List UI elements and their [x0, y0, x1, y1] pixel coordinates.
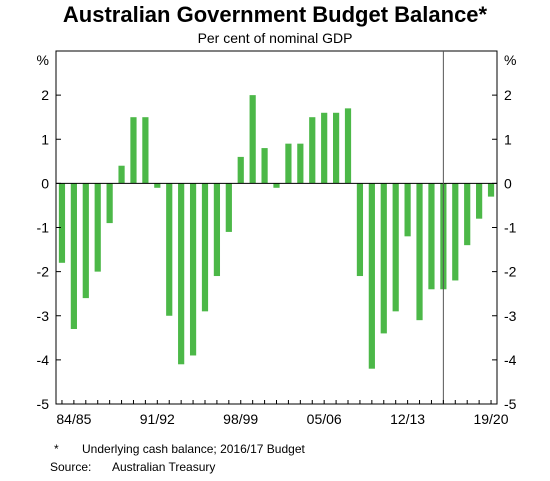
chart-subtitle: Per cent of nominal GDP — [197, 30, 353, 46]
bar — [249, 95, 256, 184]
footnote-text: Underlying cash balance; 2016/17 Budget — [82, 442, 305, 456]
chart-notes: * Underlying cash balance; 2016/17 Budge… — [50, 440, 305, 476]
bar — [321, 112, 328, 184]
y-tick-label-left: 1 — [41, 131, 49, 147]
bar — [356, 183, 364, 277]
bar — [178, 183, 185, 365]
y-tick-label-left: -2 — [37, 264, 50, 280]
bar — [392, 183, 399, 312]
y-unit-right: % — [504, 52, 516, 68]
chart-title: Australian Government Budget Balance* — [62, 2, 488, 27]
bar — [106, 183, 113, 224]
bar — [285, 143, 292, 184]
y-tick-label-left: -4 — [37, 352, 50, 368]
bar — [368, 183, 375, 369]
x-tick-label: 84/85 — [56, 411, 91, 427]
y-tick-label-right: 2 — [504, 87, 512, 103]
bar — [189, 183, 197, 356]
y-unit-left: % — [37, 52, 49, 68]
y-tick-label-left: -5 — [37, 396, 50, 412]
bar — [58, 183, 66, 263]
y-tick-label-right: 0 — [504, 175, 512, 191]
bar — [201, 183, 209, 312]
bar — [237, 156, 244, 184]
y-tick-label-left: -3 — [37, 308, 50, 324]
bar — [130, 117, 137, 184]
x-tick-label: 91/92 — [140, 411, 175, 427]
x-tick-label: 98/99 — [223, 411, 258, 427]
y-tick-label-right: -4 — [504, 352, 517, 368]
bar — [344, 108, 352, 184]
x-tick-label: 19/20 — [473, 411, 508, 427]
footnote-mark: * — [54, 442, 59, 456]
bar — [273, 183, 280, 188]
y-tick-label-right: -1 — [504, 220, 517, 236]
bar — [70, 183, 77, 329]
bar — [333, 112, 340, 184]
bar — [309, 117, 316, 184]
bar — [297, 143, 304, 184]
y-tick-label-right: -2 — [504, 264, 517, 280]
bar — [404, 183, 411, 237]
footnote: * Underlying cash balance; 2016/17 Budge… — [50, 440, 305, 458]
bar — [261, 148, 268, 184]
source-label: Source: — [50, 460, 92, 474]
bar — [380, 183, 387, 334]
bar — [142, 117, 149, 184]
bar — [416, 183, 423, 321]
bar — [452, 183, 459, 281]
y-tick-label-left: -1 — [37, 220, 50, 236]
bar — [213, 183, 221, 277]
bar — [464, 183, 471, 246]
x-tick-label: 05/06 — [307, 411, 342, 427]
y-tick-label-right: -3 — [504, 308, 517, 324]
bar — [94, 183, 101, 272]
bar — [487, 183, 495, 197]
bar — [118, 165, 125, 184]
source-note: Source: Australian Treasury — [50, 458, 305, 476]
y-tick-label-right: -5 — [504, 396, 517, 412]
bar — [476, 183, 483, 219]
y-tick-label-left: 2 — [41, 87, 49, 103]
bar — [154, 183, 161, 188]
bar — [166, 183, 173, 316]
bar — [225, 183, 232, 232]
source-text: Australian Treasury — [112, 460, 216, 474]
y-tick-label-left: 0 — [41, 175, 49, 191]
bar — [428, 183, 435, 290]
bar — [82, 183, 89, 299]
x-tick-label: 12/13 — [390, 411, 425, 427]
y-tick-label-right: 1 — [504, 131, 512, 147]
